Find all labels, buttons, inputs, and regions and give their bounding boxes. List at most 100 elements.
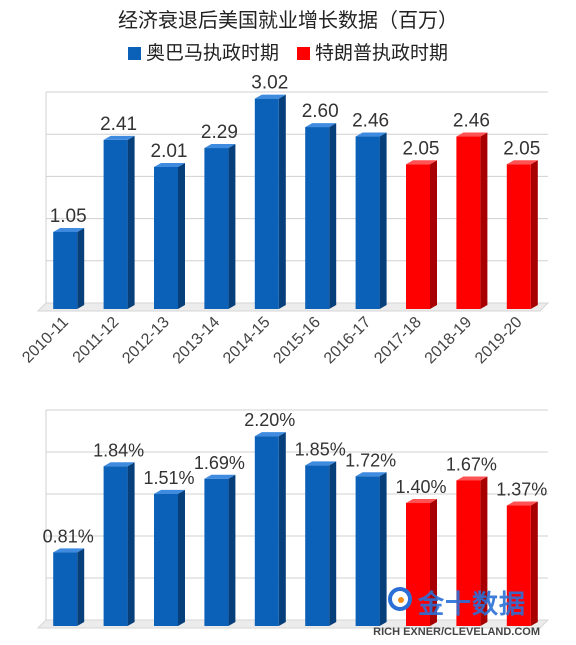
bar <box>53 552 78 626</box>
tick-label: 2015-16 <box>270 314 324 368</box>
watermark-logo: 金十数据 <box>388 584 548 620</box>
bar-side <box>530 501 538 626</box>
tick-label: 2017-18 <box>371 314 425 368</box>
bar-top <box>506 160 538 165</box>
bar-top <box>305 461 337 466</box>
bar-top <box>53 227 85 232</box>
bar <box>154 493 178 626</box>
bar <box>456 136 481 309</box>
data-label: 1.40% <box>395 477 446 497</box>
bar-side <box>228 144 236 309</box>
bar-side <box>379 472 387 626</box>
tick-label: 2011-12 <box>70 314 123 367</box>
bar <box>53 231 78 309</box>
bar <box>103 139 128 309</box>
bar <box>355 136 380 309</box>
bar-top <box>204 144 236 149</box>
bar-top <box>53 548 85 553</box>
legend-swatch-obama <box>127 47 141 60</box>
bar <box>305 127 330 309</box>
bar <box>355 476 380 626</box>
source-credit: RICH EXNER/CLEVELAND.COM <box>373 626 540 638</box>
data-label: 2.41 <box>100 114 137 135</box>
bar-top <box>154 162 185 167</box>
bar-side <box>530 160 538 309</box>
bar <box>506 505 531 626</box>
bar-top <box>103 135 135 140</box>
chart-title: 经济衰退后美国就业增长数据（百万） <box>118 8 458 32</box>
data-label: 1.85% <box>295 439 346 459</box>
legend-item-trump: 特朗普执政时期 <box>297 38 448 65</box>
bar <box>254 98 279 309</box>
data-label: 1.51% <box>143 468 194 488</box>
bar-side <box>77 227 85 309</box>
watermark-text: 金十数据 <box>418 590 527 620</box>
bar-side <box>127 462 135 626</box>
bar-top <box>456 476 488 481</box>
bar <box>204 478 229 626</box>
bar-side <box>228 474 236 626</box>
bar <box>406 164 430 309</box>
tick-label: 2018-19 <box>422 314 476 368</box>
bar-top <box>506 501 538 506</box>
bar-side <box>480 476 488 626</box>
bar-top <box>355 132 387 137</box>
bar-side <box>480 132 488 309</box>
bar-top <box>305 123 337 128</box>
data-label: 2.60 <box>302 101 339 122</box>
bar-top <box>355 472 387 477</box>
bar-top <box>254 94 286 99</box>
bar <box>456 480 481 626</box>
bar-side <box>178 162 185 309</box>
data-label: 2.05 <box>403 138 440 159</box>
bar-top <box>406 499 437 504</box>
bar <box>204 148 229 309</box>
bar-top <box>254 432 286 437</box>
legend-swatch-trump <box>297 47 311 60</box>
magnifier-icon <box>388 587 412 611</box>
legend-label-trump: 特朗普执政时期 <box>315 42 449 64</box>
tick-label: 2016-17 <box>321 314 375 368</box>
tick-label: 2013-14 <box>170 314 224 368</box>
data-label: 1.67% <box>446 454 497 474</box>
bar <box>154 166 178 309</box>
data-label: 2.01 <box>151 141 188 162</box>
data-label: 2.46 <box>453 111 490 132</box>
data-label: 2.29 <box>201 122 238 143</box>
data-label: 1.05 <box>50 206 87 227</box>
bar-side <box>127 135 135 309</box>
tick-label: 2014-15 <box>220 314 274 368</box>
bar-side <box>329 461 337 626</box>
bar-side <box>278 94 286 309</box>
bar-side <box>430 160 437 309</box>
data-label: 2.05 <box>503 138 540 159</box>
bar <box>305 465 330 626</box>
data-label: 2.46 <box>352 111 389 132</box>
bar <box>254 436 279 626</box>
bar-top <box>103 462 135 467</box>
data-label: 1.84% <box>93 440 144 460</box>
tick-label: 2012-13 <box>119 314 173 368</box>
bar-top <box>154 489 185 494</box>
bar-side <box>178 489 185 626</box>
data-label: 3.02 <box>251 73 288 94</box>
bar-top <box>456 132 488 137</box>
bar-side <box>329 123 337 309</box>
bar-side <box>77 548 85 626</box>
data-label: 1.72% <box>345 450 396 470</box>
data-label: 1.37% <box>496 480 547 500</box>
tick-label: 2010-11 <box>19 314 72 367</box>
bar-top <box>406 160 437 165</box>
bar-side <box>379 132 387 309</box>
data-label: 1.69% <box>194 453 245 473</box>
data-label: 0.81% <box>43 526 94 546</box>
legend-label-obama: 奥巴马执政时期 <box>145 42 279 64</box>
data-label: 2.20% <box>244 410 295 430</box>
bar-side <box>430 499 437 626</box>
bar <box>506 164 531 309</box>
bar-top <box>204 474 236 479</box>
tick-label: 2019-20 <box>472 314 526 368</box>
bar <box>103 466 128 626</box>
legend: 奥巴马执政时期 特朗普执政时期 <box>0 38 576 65</box>
